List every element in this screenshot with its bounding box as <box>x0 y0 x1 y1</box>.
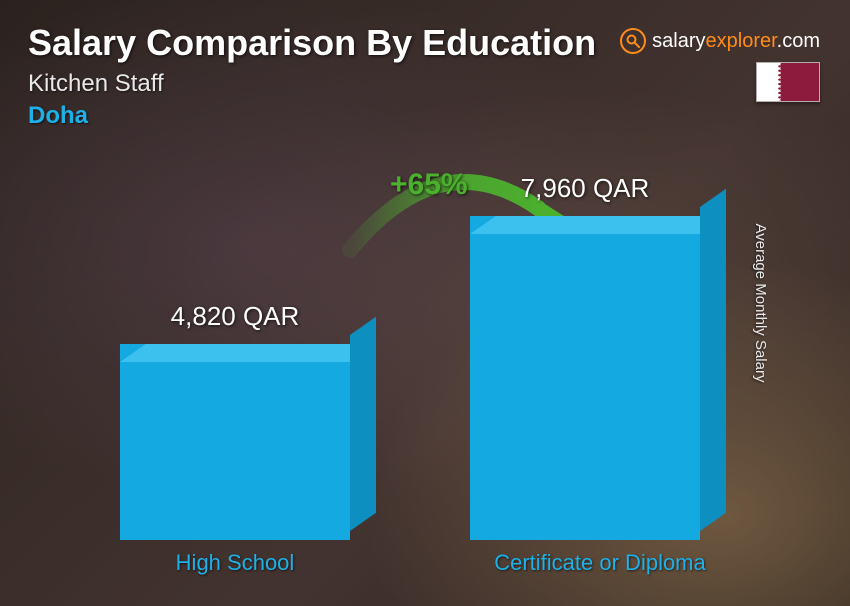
category-label: High School <box>105 550 365 576</box>
y-axis-label: Average Monthly Salary <box>752 224 769 383</box>
bar-side-face <box>350 317 376 531</box>
job-title: Kitchen Staff <box>28 70 822 98</box>
flag-white-band <box>757 63 776 101</box>
increase-percent: +65% <box>390 168 468 202</box>
bar-3d-shape <box>120 344 350 540</box>
location: Doha <box>28 102 822 130</box>
brand-logo: salaryexplorer.com <box>620 28 820 54</box>
bar-top-face <box>120 344 376 362</box>
flag-serration <box>776 63 782 101</box>
bar-high-school: 4,820 QAR <box>120 301 350 540</box>
bar-3d-shape <box>470 216 700 540</box>
bar-front-face <box>470 216 700 540</box>
bar-front-face <box>120 344 350 540</box>
bar-side-face <box>700 189 726 531</box>
category-label: Certificate or Diploma <box>470 550 730 576</box>
brand-text: salaryexplorer.com <box>652 30 820 53</box>
bar-value: 4,820 QAR <box>120 301 350 332</box>
bar-value: 7,960 QAR <box>470 173 700 204</box>
bar-top-face <box>470 216 726 234</box>
flag-maroon-band <box>776 63 819 101</box>
qatar-flag-icon <box>756 62 820 102</box>
bar-chart: +65% 4,820 QAR 7,960 QAR High School Cer… <box>80 160 740 576</box>
magnifier-icon <box>620 28 646 54</box>
bar-certificate: 7,960 QAR <box>470 173 700 540</box>
